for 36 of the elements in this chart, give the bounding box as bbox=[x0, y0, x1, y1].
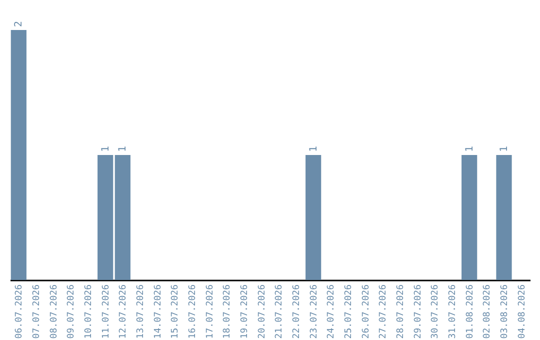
x-tick-label: 30.07.2026 bbox=[430, 284, 441, 339]
data-label: 1 bbox=[464, 146, 476, 152]
x-tick-label: 16.07.2026 bbox=[188, 284, 198, 339]
x-tick-label: 11.07.2026 bbox=[101, 284, 112, 339]
x-tick-label: 27.07.2026 bbox=[378, 284, 389, 339]
x-tick-label: 18.07.2026 bbox=[222, 284, 233, 339]
x-tick-label: 14.07.2026 bbox=[153, 284, 164, 339]
x-tick-label: 12.07.2026 bbox=[118, 284, 129, 339]
x-tick-label: 22.07.2026 bbox=[292, 284, 302, 339]
x-tick-label: 19.07.2026 bbox=[240, 284, 250, 339]
x-tick-label: 15.07.2026 bbox=[170, 284, 181, 339]
x-tick-label: 17.07.2026 bbox=[205, 284, 216, 339]
x-tick-label: 02.08.2026 bbox=[482, 284, 493, 339]
x-tick-label: 23.07.2026 bbox=[309, 284, 320, 339]
x-tick-label: 31.07.2026 bbox=[448, 284, 458, 339]
data-label: 1 bbox=[100, 146, 112, 152]
x-tick-label: 04.08.2026 bbox=[517, 284, 528, 339]
x-tick-label: 21.07.2026 bbox=[274, 284, 285, 339]
x-tick-label: 01.08.2026 bbox=[465, 284, 476, 339]
x-tick-label: 24.07.2026 bbox=[326, 284, 337, 339]
x-tick-label: 08.07.2026 bbox=[49, 284, 60, 339]
x-tick-label: 10.07.2026 bbox=[84, 284, 94, 339]
x-tick-label: 09.07.2026 bbox=[66, 284, 77, 339]
data-label: 2 bbox=[14, 20, 25, 27]
x-tick-label: 06.07.2026 bbox=[14, 284, 25, 339]
x-tick-label: 26.07.2026 bbox=[361, 284, 372, 339]
x-tick-label: 29.07.2026 bbox=[413, 284, 424, 339]
data-label: 1 bbox=[308, 146, 320, 152]
x-tick-label: 07.07.2026 bbox=[32, 284, 42, 339]
x-tick-label: 25.07.2026 bbox=[344, 284, 354, 339]
data-label: 1 bbox=[499, 146, 510, 152]
data-label: 1 bbox=[118, 146, 129, 152]
x-tick-label: 28.07.2026 bbox=[396, 284, 406, 339]
x-tick-label: 03.08.2026 bbox=[500, 284, 510, 339]
x-tick-label: 20.07.2026 bbox=[257, 284, 268, 339]
x-tick-label: 13.07.2026 bbox=[136, 284, 146, 339]
